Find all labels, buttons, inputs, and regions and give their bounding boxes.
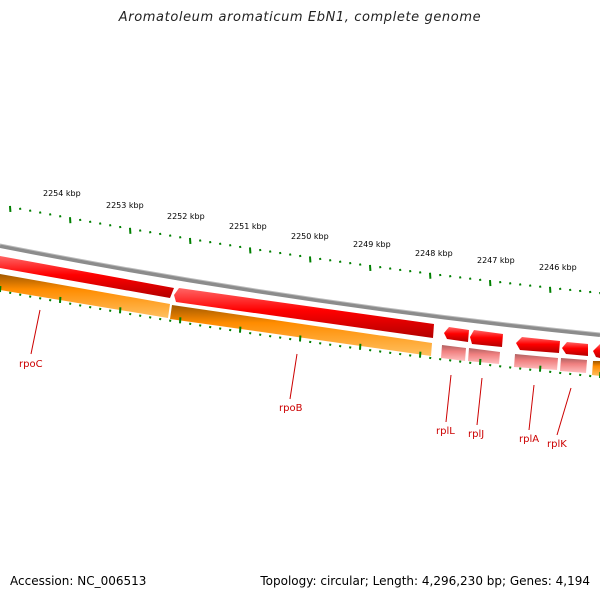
tick-label: 2250 kbp [291, 232, 329, 241]
track2-segment-rplA [514, 354, 558, 370]
gene-rplL-arrow [444, 327, 469, 342]
genome-backbone [0, 244, 600, 337]
gene-rpoB-arrow [174, 288, 434, 338]
gene-rplK-arrow [562, 342, 588, 356]
track2-segment-rplJ [468, 348, 500, 364]
tick-label: 2246 kbp [539, 263, 577, 272]
gene-label-rplK: rplK [547, 439, 567, 450]
leader-rplL [445, 374, 452, 423]
leader-rplJ [476, 377, 483, 426]
tick-label: 2254 kbp [43, 189, 81, 198]
genome-summary-text: Topology: circular; Length: 4,296,230 bp… [260, 574, 590, 588]
leader-rplA [528, 384, 535, 431]
track2-segment-rpoC [0, 274, 170, 318]
reverse-strand-track [0, 274, 600, 376]
accession-text: Accession: NC_006513 [10, 574, 147, 588]
outer-tick-scale [9, 205, 600, 295]
forward-strand-track [0, 256, 600, 358]
leader-rpoC [30, 309, 41, 355]
gene-rpoC-arrow [0, 256, 174, 298]
gene-label-leaders [30, 309, 572, 436]
gene-label-rplJ: rplJ [468, 429, 484, 440]
gene-label-rplL: rplL [436, 426, 455, 437]
gene-label-rplA: rplA [519, 434, 539, 445]
leader-rpoB [289, 353, 298, 400]
tick-labels: 2254 kbp 2253 kbp 2252 kbp 2251 kbp 2250… [43, 189, 577, 272]
track2-segment-rplK [560, 358, 587, 373]
map-title: Aromatoleum aromaticum EbN1, complete ge… [118, 10, 482, 25]
gene-rplA-arrow [516, 337, 560, 353]
tick-label: 2247 kbp [477, 256, 515, 265]
tick-label: 2249 kbp [353, 240, 391, 249]
tick-label: 2252 kbp [167, 212, 205, 221]
tick-label: 2248 kbp [415, 249, 453, 258]
track2-segment-rpoB [170, 305, 432, 356]
gene-rplJ-arrow [470, 330, 503, 347]
gene-labels: rpoC rpoB rplL rplJ rplA rplK [19, 359, 567, 450]
track2-segment-next [592, 361, 600, 376]
gene-label-rpoC: rpoC [19, 359, 43, 370]
tick-label: 2253 kbp [106, 201, 144, 210]
gene-next-arrow [593, 344, 600, 358]
tick-label: 2251 kbp [229, 222, 267, 231]
gene-label-rpoB: rpoB [279, 403, 303, 414]
track2-segment-rplL [441, 345, 466, 361]
leader-rplK [556, 387, 572, 436]
inner-tick-scale [0, 285, 600, 378]
